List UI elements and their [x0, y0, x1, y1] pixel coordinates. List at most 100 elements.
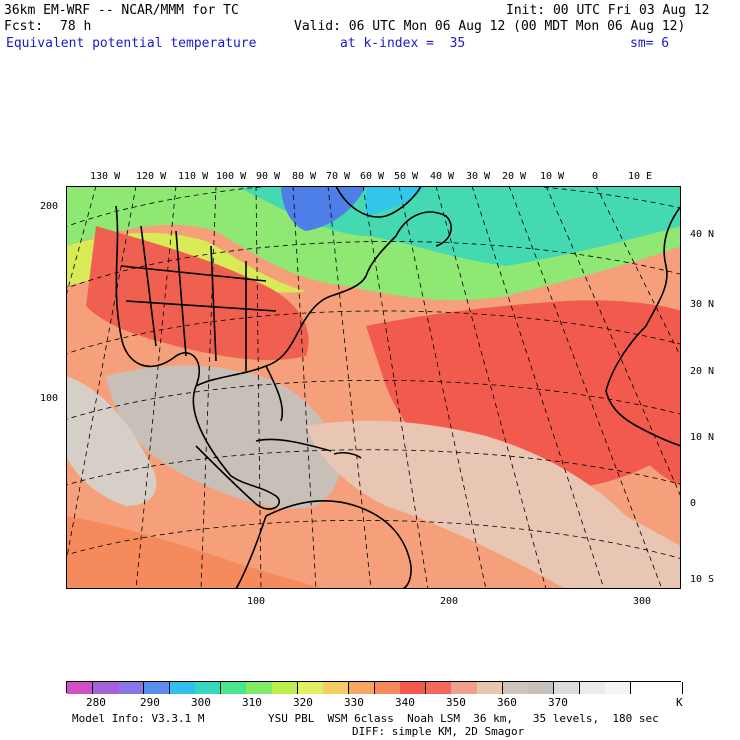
colorbar-label: 280: [86, 696, 106, 709]
coastline-europe: [645, 205, 681, 327]
physics-info: YSU PBL WSM 6class Noah LSM 36 km, 35 le…: [268, 712, 659, 725]
map-frame: [66, 186, 681, 589]
field-name: Equivalent potential temperature: [6, 36, 257, 51]
field-cold-blue: [281, 186, 366, 231]
lat-label: 20 N: [690, 366, 715, 377]
colorbar: [66, 681, 683, 694]
field-gray-pacific: [66, 376, 157, 506]
colorbar-swatch: [656, 682, 683, 694]
colorbar-label: 320: [293, 696, 313, 709]
graticule-line: [66, 186, 681, 227]
model-title: 36km EM-WRF -- NCAR/MMM for TC: [4, 3, 239, 18]
colorbar-label: 310: [242, 696, 262, 709]
forecast-label: Fcst:: [4, 19, 44, 34]
lon-label: 60 W: [360, 171, 385, 182]
lon-label: 110 W: [178, 171, 209, 182]
colorbar-swatch: [502, 682, 529, 694]
lon-label: 30 W: [466, 171, 491, 182]
lat-label: 10 S: [690, 574, 715, 585]
colorbar-swatch: [605, 682, 632, 694]
coastline-greenland: [335, 186, 422, 218]
colorbar-swatch: [477, 682, 504, 694]
coastline-florida: [265, 365, 284, 422]
colorbar-swatch: [143, 682, 170, 694]
smoothing-info: sm= 6: [630, 36, 670, 51]
graticule: [66, 186, 681, 589]
lon-label: 40 W: [430, 171, 455, 182]
colorbar-swatch: [630, 682, 657, 694]
lon-label: 0: [592, 171, 599, 182]
colorbar-swatch: [67, 682, 94, 694]
lat-label: 10 N: [690, 432, 715, 443]
graticule-line: [135, 186, 177, 589]
lon-label: 120 W: [136, 171, 167, 182]
graticule-line: [398, 186, 487, 589]
field-red-africa: [602, 326, 681, 486]
graticule-line: [255, 186, 262, 589]
lat-label: 30 N: [690, 299, 715, 310]
diffusion-info: DIFF: simple KM, 2D Smagor: [352, 725, 525, 738]
valid-time: Valid: 06 UTC Mon 06 Aug 12 (00 MDT Mon …: [294, 19, 686, 34]
colorbar-swatch: [220, 682, 247, 694]
lon-label: 20 W: [502, 171, 527, 182]
lon-label: 50 W: [394, 171, 419, 182]
lon-label: 100 W: [216, 171, 247, 182]
graticule-line: [66, 310, 681, 355]
graticule-line: [327, 186, 372, 589]
grid-x-label: 200: [440, 596, 459, 607]
colorbar-label: 330: [344, 696, 364, 709]
field-red-us: [86, 226, 309, 361]
coastline-africa: [605, 325, 681, 447]
colorbar-label: 340: [395, 696, 415, 709]
colorbar-swatch: [451, 682, 478, 694]
lon-label: 130 W: [90, 171, 121, 182]
colorbar-label: 290: [140, 696, 160, 709]
colorbar-swatch: [400, 682, 427, 694]
colorbar-swatch: [92, 682, 119, 694]
lon-label: 70 W: [326, 171, 351, 182]
coastline-south-america: [235, 500, 412, 589]
grid-x-label: 300: [633, 596, 652, 607]
grid-y-label: 100: [40, 393, 59, 404]
grid-y-label: 200: [40, 201, 59, 212]
graticule-line: [66, 519, 681, 560]
colorbar-swatch: [528, 682, 555, 694]
lon-label: 90 W: [256, 171, 281, 182]
colorbar-swatch: [118, 682, 145, 694]
init-time: Init: 00 UTC Fri 03 Aug 12: [506, 3, 710, 18]
graticule-line: [66, 379, 681, 420]
colorbar-swatch: [425, 682, 452, 694]
colorbar-label: 350: [446, 696, 466, 709]
graticule-line: [292, 186, 317, 589]
colorbar-swatch: [323, 682, 350, 694]
theta-e-map: [66, 186, 681, 589]
colorbar-unit: K: [676, 696, 683, 709]
level-info: at k-index = 35: [340, 36, 466, 51]
colorbar-swatch: [553, 682, 580, 694]
field-tan-band: [306, 420, 681, 589]
colorbar-swatch: [169, 682, 196, 694]
colorbar-swatch: [272, 682, 299, 694]
lon-label: 10 W: [540, 171, 565, 182]
lon-label: 80 W: [292, 171, 317, 182]
coastlines: [115, 186, 681, 589]
coastline-cuba: [255, 438, 332, 452]
colorbar-label: 300: [191, 696, 211, 709]
graticule-line: [66, 449, 681, 486]
colorbar-swatch: [246, 682, 273, 694]
colorbar-swatch: [348, 682, 375, 694]
graticule-line: [66, 241, 681, 289]
graticule-line: [471, 186, 605, 589]
colorbar-swatch: [579, 682, 606, 694]
model-info: Model Info: V3.3.1 M: [72, 712, 205, 725]
colorbar-label: 360: [497, 696, 517, 709]
forecast-hours: 78 h: [60, 19, 92, 34]
lat-label: 0: [690, 498, 697, 509]
grid-x-label: 100: [247, 596, 266, 607]
colorbar-swatch: [297, 682, 324, 694]
coastline-us-states: [120, 225, 277, 371]
colorbar-swatch: [374, 682, 401, 694]
lat-label: 40 N: [690, 229, 715, 240]
graticule-line: [200, 186, 217, 589]
field-orange-south: [66, 516, 326, 589]
